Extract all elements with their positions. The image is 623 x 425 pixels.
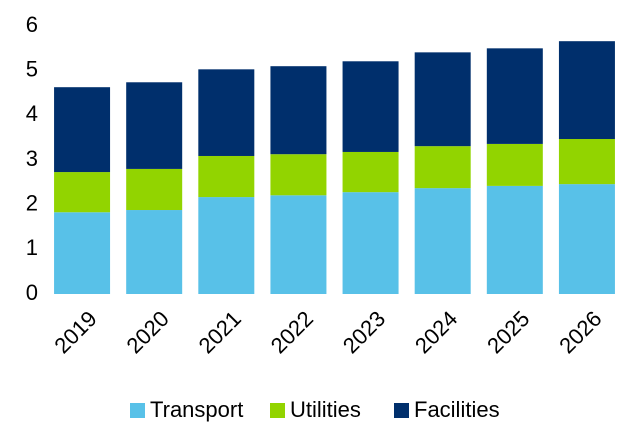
bar-segment — [558, 139, 615, 185]
y-tick-label: 4 — [26, 101, 38, 126]
x-tick-label: 2023 — [338, 306, 390, 358]
bar-segment — [558, 41, 615, 140]
bar-segment — [270, 154, 327, 196]
y-tick-label: 5 — [26, 56, 38, 81]
bar-segment — [198, 155, 255, 198]
bar-segment — [414, 146, 471, 189]
bar-segment — [486, 185, 543, 294]
y-tick-label: 3 — [26, 146, 38, 171]
bar-segment — [126, 210, 183, 294]
legend-swatch — [270, 403, 285, 418]
bar-segment — [486, 143, 543, 186]
bar-segment — [54, 87, 111, 173]
bar-segment — [342, 192, 399, 294]
x-tick-label: 2025 — [482, 306, 534, 358]
legend-label: Transport — [150, 397, 243, 422]
bar-segment — [198, 69, 255, 156]
bar-segment — [342, 61, 399, 152]
y-tick-label: 6 — [26, 12, 38, 37]
x-tick-label: 2024 — [410, 306, 462, 358]
legend-swatch — [394, 403, 409, 418]
x-tick-label: 2019 — [49, 306, 101, 358]
legend-label: Facilities — [414, 397, 500, 422]
bar-segment — [558, 184, 615, 294]
bar-segment — [54, 172, 111, 213]
y-tick-label: 1 — [26, 235, 38, 260]
bar-segment — [54, 212, 111, 294]
y-tick-label: 2 — [26, 190, 38, 215]
bar-segment — [342, 151, 399, 193]
legend-label: Utilities — [290, 397, 361, 422]
x-tick-label: 2022 — [266, 306, 318, 358]
bar-segment — [414, 52, 471, 147]
bar-segment — [270, 195, 327, 294]
x-tick-label: 2026 — [554, 306, 606, 358]
y-tick-label: 0 — [26, 280, 38, 305]
x-tick-label: 2021 — [194, 306, 246, 358]
legend-swatch — [130, 403, 145, 418]
bar-segment — [414, 188, 471, 294]
x-tick-label: 2020 — [122, 306, 174, 358]
bar-segment — [126, 82, 183, 169]
bar-segment — [126, 168, 183, 211]
bar-segment — [486, 48, 543, 144]
bar-segment — [198, 197, 255, 294]
bar-segment — [270, 66, 327, 155]
